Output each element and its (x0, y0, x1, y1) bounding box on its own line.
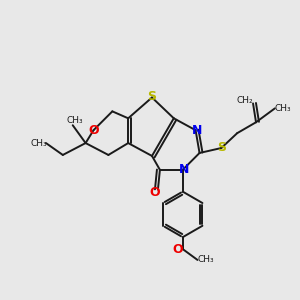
Text: CH₂: CH₂ (237, 96, 254, 105)
Text: O: O (150, 186, 160, 199)
Text: N: N (178, 163, 189, 176)
Text: O: O (88, 124, 99, 137)
Text: O: O (172, 243, 183, 256)
Text: CH₃: CH₃ (31, 139, 47, 148)
Text: N: N (191, 124, 202, 137)
Text: CH₃: CH₃ (197, 256, 214, 265)
Text: S: S (217, 140, 226, 154)
Text: S: S (148, 90, 157, 103)
Text: CH₃: CH₃ (66, 116, 83, 125)
Text: CH₃: CH₃ (274, 104, 291, 113)
